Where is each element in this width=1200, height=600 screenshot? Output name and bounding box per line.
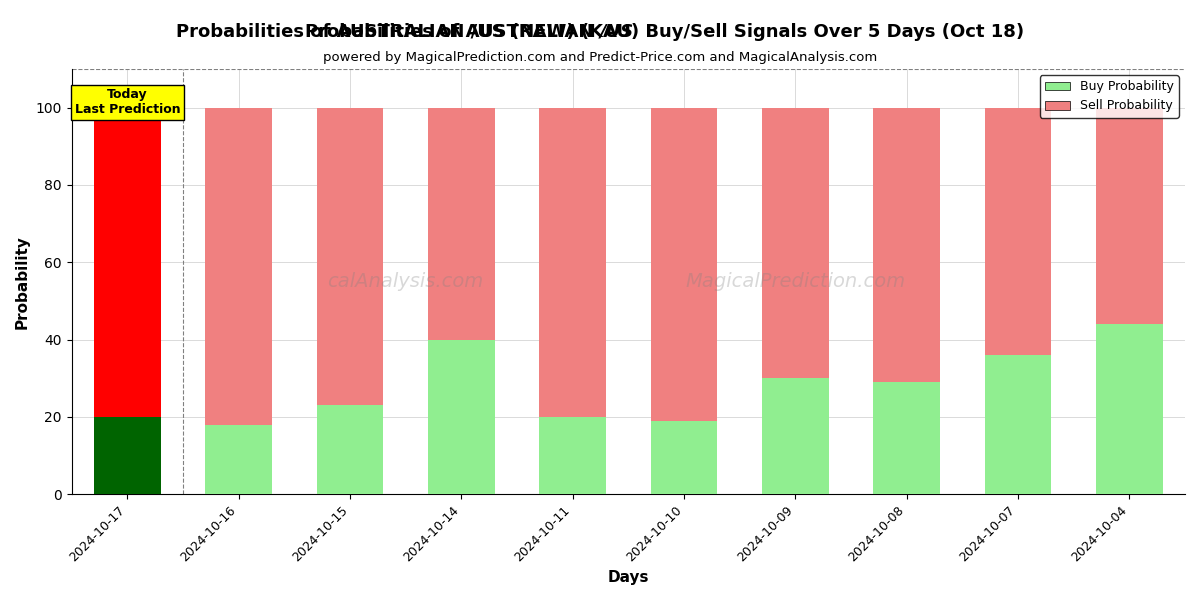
Text: calAnalysis.com: calAnalysis.com xyxy=(328,272,484,291)
Text: /US: /US xyxy=(600,23,635,41)
Text: Probabilities of AUSTRALIAN /US (NEW) (KAU) Buy/Sell Signals Over 5 Days (Oct 18: Probabilities of AUSTRALIAN /US (NEW) (K… xyxy=(176,23,1024,41)
Bar xyxy=(650,421,718,494)
Y-axis label: Probability: Probability xyxy=(16,235,30,329)
Text: powered by MagicalPrediction.com and Predict-Price.com and MagicalAnalysis.com: powered by MagicalPrediction.com and Pre… xyxy=(323,51,877,64)
Bar xyxy=(984,107,1051,355)
Bar xyxy=(874,382,940,494)
Text: Today
Last Prediction: Today Last Prediction xyxy=(74,88,180,116)
Bar xyxy=(650,107,718,421)
Bar xyxy=(539,417,606,494)
Bar xyxy=(205,425,272,494)
Bar xyxy=(762,378,829,494)
X-axis label: Days: Days xyxy=(607,570,649,585)
Bar xyxy=(428,340,494,494)
Text: Probabilities of AUSTRALIAN: Probabilities of AUSTRALIAN xyxy=(305,23,600,41)
Bar xyxy=(428,107,494,340)
Bar xyxy=(984,355,1051,494)
Bar xyxy=(94,107,161,417)
Bar xyxy=(317,107,383,406)
Bar xyxy=(94,417,161,494)
Bar xyxy=(317,406,383,494)
Text: MagicalPrediction.com: MagicalPrediction.com xyxy=(685,272,905,291)
Bar xyxy=(1096,324,1163,494)
Bar xyxy=(205,107,272,425)
Bar xyxy=(874,107,940,382)
Bar xyxy=(539,107,606,417)
Bar xyxy=(762,107,829,378)
Bar xyxy=(1096,107,1163,324)
Legend: Buy Probability, Sell Probability: Buy Probability, Sell Probability xyxy=(1040,75,1178,118)
